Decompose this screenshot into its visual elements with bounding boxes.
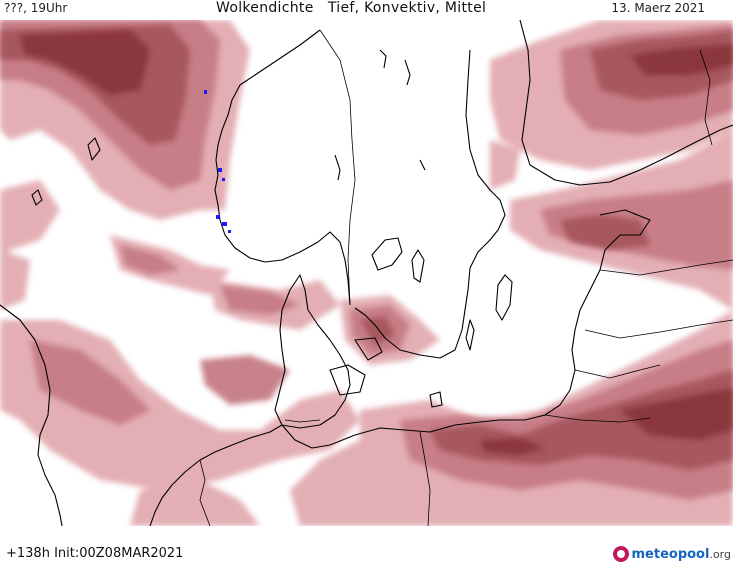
denmark-coast [274, 274, 351, 429]
norway-coast [214, 29, 351, 306]
baltic-states-coast [479, 209, 651, 423]
germany-poland-border [419, 431, 431, 526]
header-left-label: ???, 19Uhr [4, 1, 68, 15]
cloud-layer-very-dense [20, 30, 733, 455]
finland-russia-border [699, 49, 713, 146]
gotland-coast [495, 274, 513, 321]
precipitation-spots [204, 90, 231, 233]
germany-netherlands-border [199, 459, 211, 526]
estonia-latvia-border [599, 259, 733, 276]
meteopool-logo-icon [612, 546, 629, 562]
header-bar: ???, 19Uhr Wolkendichte Tief, Konvektiv,… [0, 0, 733, 20]
sweden-coast [354, 49, 506, 359]
footer-bar: +138h Init:00Z08MAR2021 meteopool.org [0, 526, 733, 566]
weather-map [0, 20, 733, 526]
forecast-date: 13. Maerz 2021 [611, 1, 705, 15]
logo-text: meteopool.org [631, 546, 732, 562]
meteopool-logo[interactable]: meteopool.org [612, 544, 732, 564]
map-title: Wolkendichte Tief, Konvektiv, Mittel [216, 0, 487, 16]
lake-vanern [371, 237, 403, 271]
forecast-init-label: +138h Init:00Z08MAR2021 [6, 546, 184, 561]
latvia-lithuania-border [584, 319, 733, 339]
lithuania-belarus-border [574, 364, 661, 379]
germany-poland-coast [281, 421, 481, 449]
poland-russia-border [544, 414, 651, 423]
borders [199, 29, 733, 526]
finland-coast [519, 20, 733, 186]
lake-vattern [411, 249, 425, 283]
denmark-germany-border [284, 419, 321, 423]
coastlines [0, 20, 733, 526]
uk-coast [0, 304, 63, 526]
norway-sweden-border [319, 29, 356, 306]
